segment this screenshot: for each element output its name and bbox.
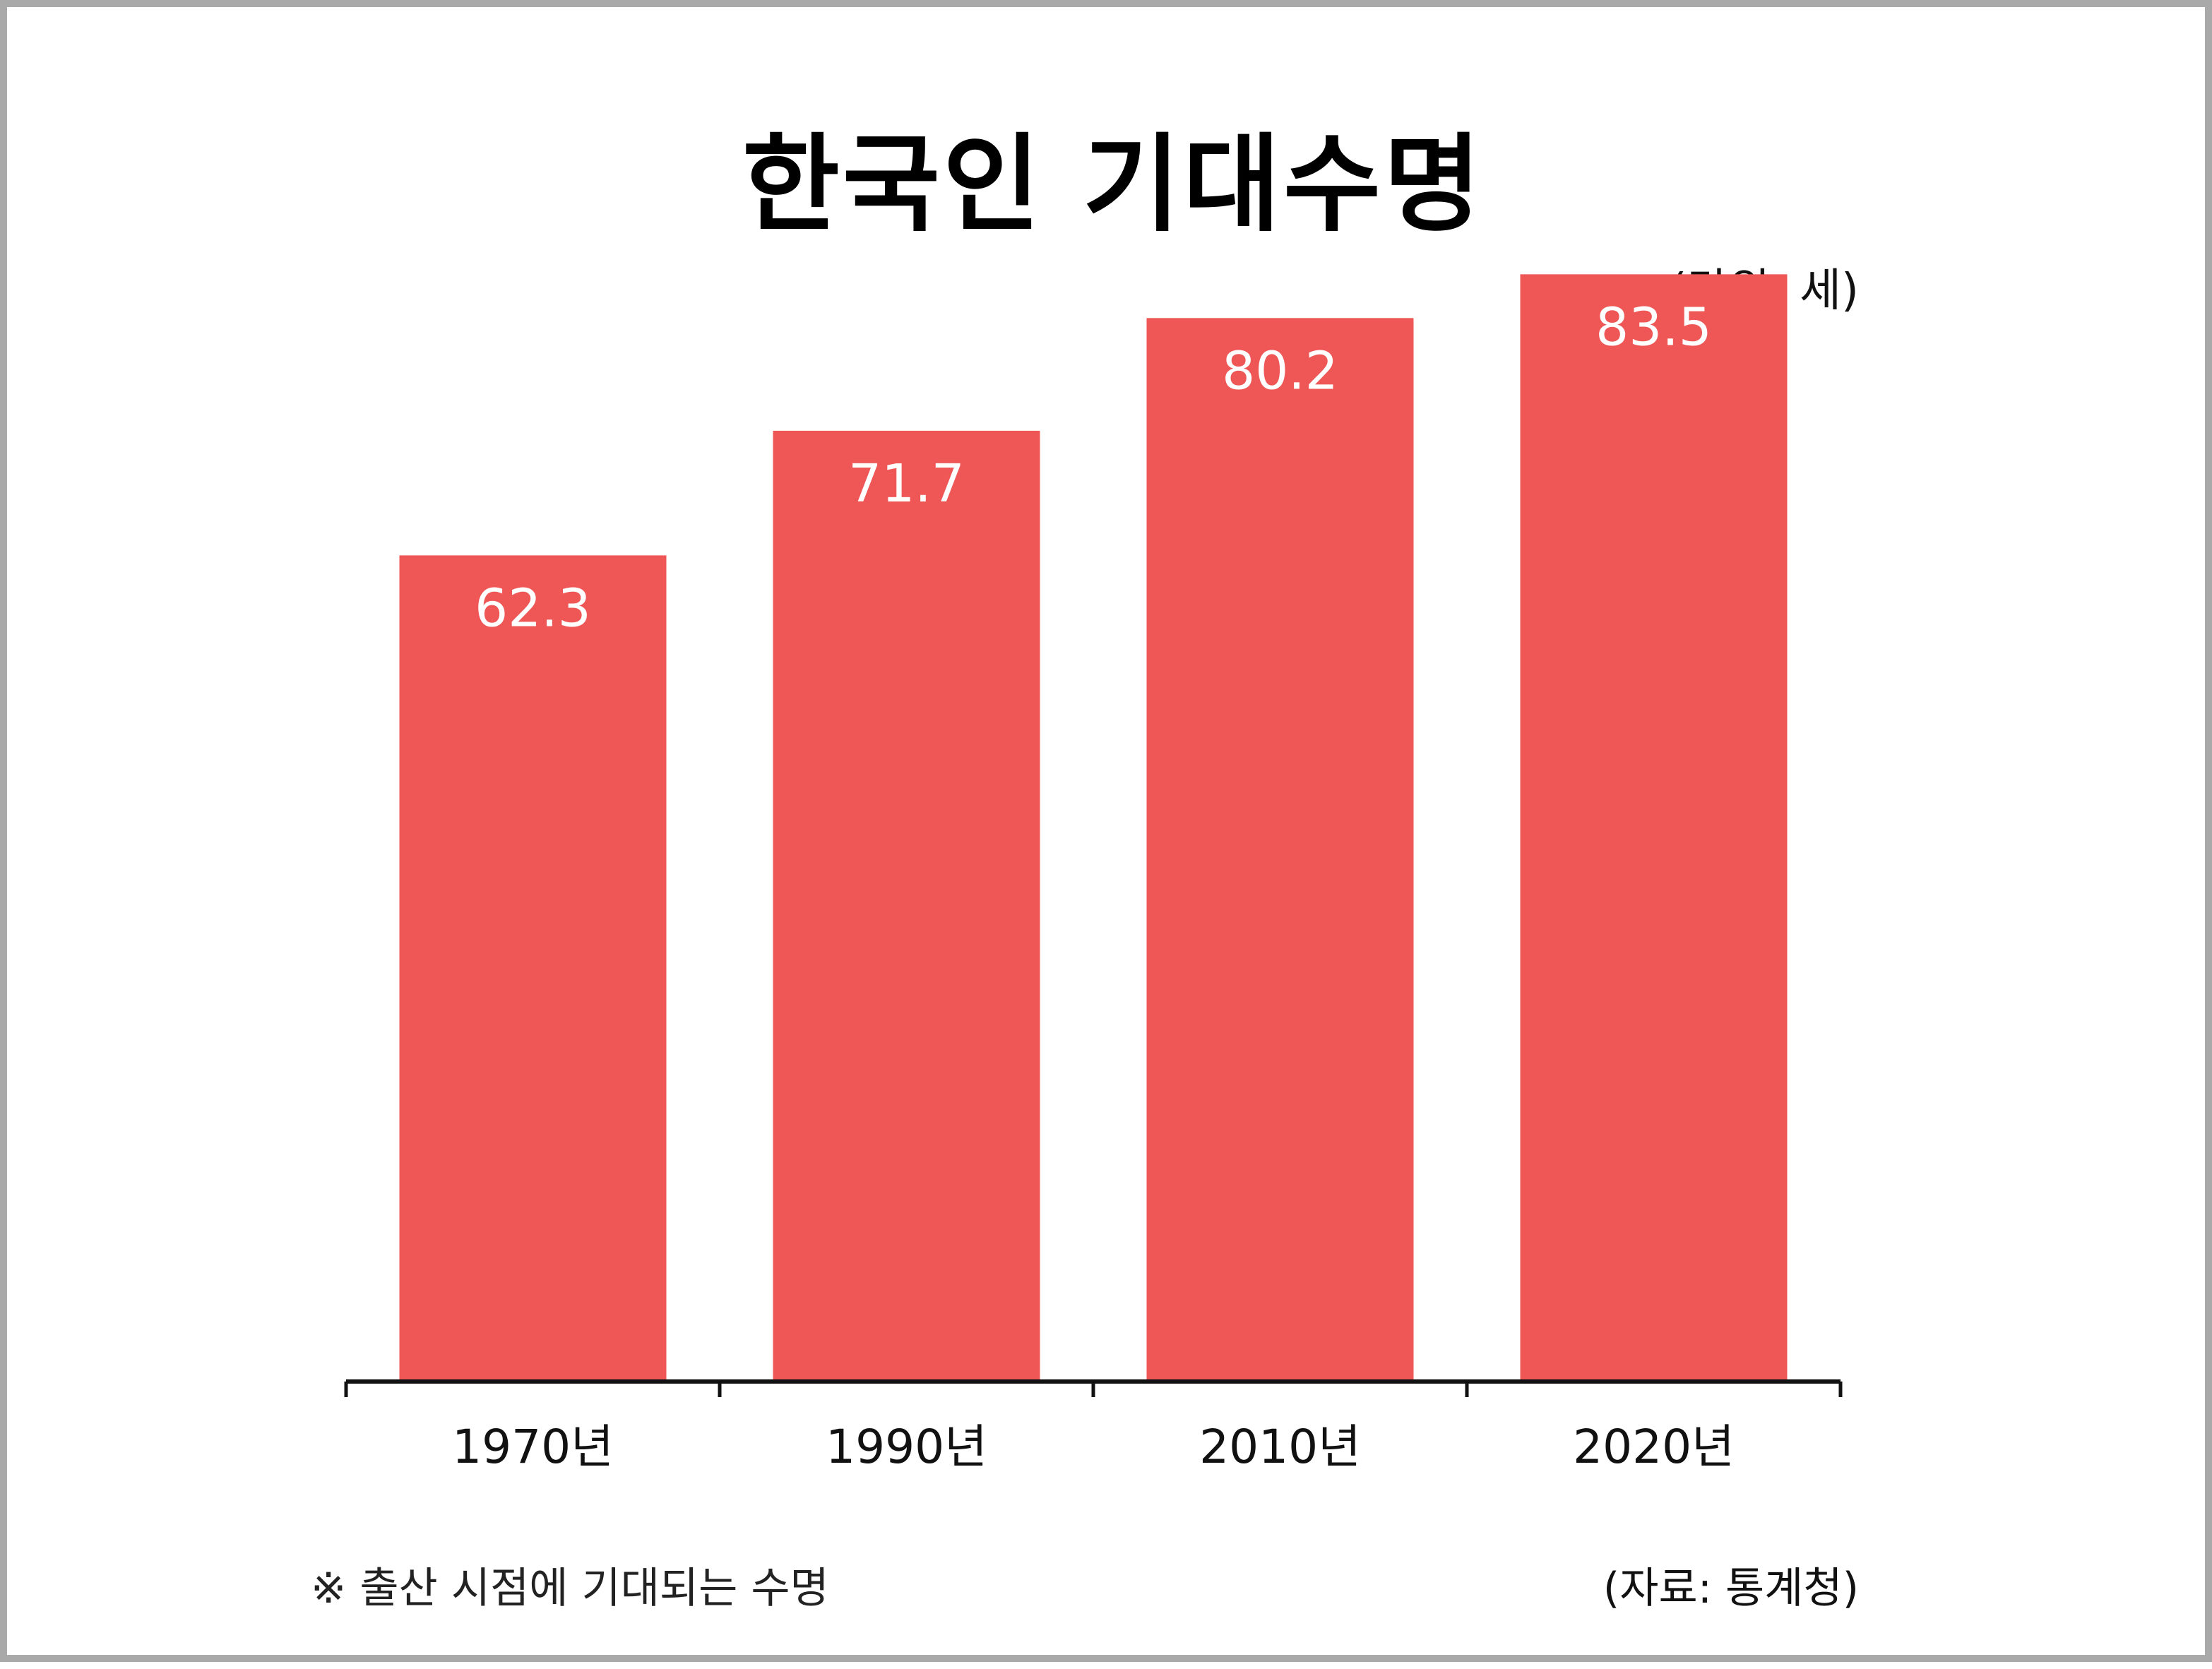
bar-value-label: 80.2 (1222, 340, 1338, 401)
x-tick-label: 2010년 (1199, 1420, 1361, 1474)
x-tick-label: 1990년 (826, 1420, 987, 1474)
footnote: ※ 출산 시점에 기대되는 수명 (311, 1564, 829, 1613)
bar (1146, 318, 1414, 1382)
bar-value-label: 83.5 (1595, 297, 1712, 357)
chart-title: 한국인 기대수명 (742, 124, 1485, 247)
bar-value-label: 71.7 (848, 453, 965, 514)
x-tick-label: 2020년 (1573, 1420, 1735, 1474)
bar (399, 555, 667, 1382)
bar (773, 430, 1040, 1382)
bar-chart: 62.3 1970년 71.7 1990년 80.2 2010년 83.5 2020년 (344, 274, 1843, 1474)
bar (1520, 274, 1788, 1382)
bar-value-label: 62.3 (475, 578, 591, 639)
source-note: (자료: 통계청) (1602, 1564, 1859, 1613)
x-tick-label: 1970년 (452, 1420, 614, 1474)
